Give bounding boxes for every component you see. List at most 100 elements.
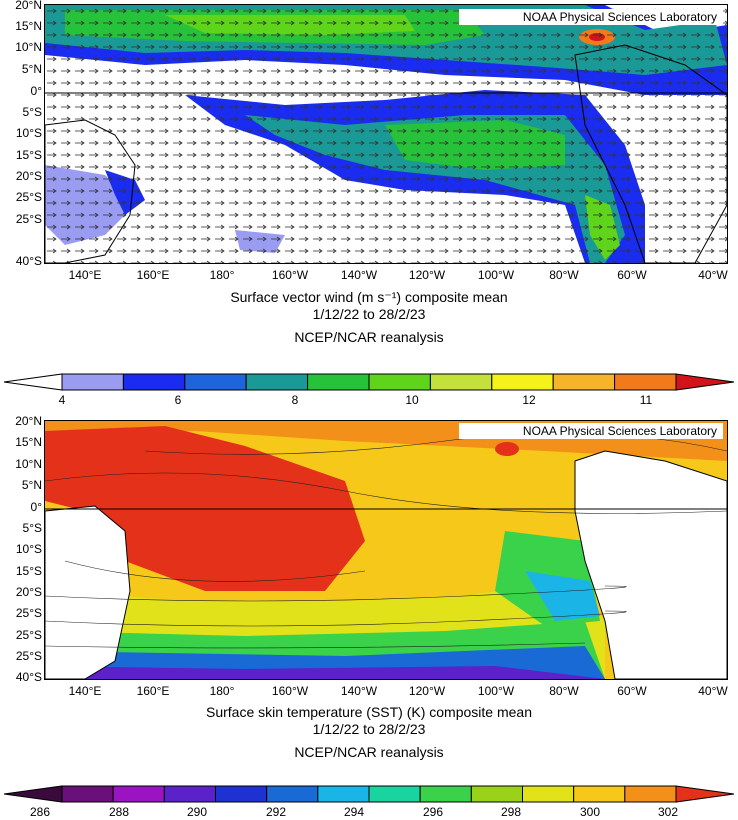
wind-colorbar-segment bbox=[368, 373, 431, 391]
sst-colorbar-low-arrow bbox=[3, 785, 63, 803]
sst-map: NOAA Physical Sciences Laboratory bbox=[44, 420, 728, 680]
lon-label: 80°W bbox=[549, 684, 579, 698]
colorbar-tick: 288 bbox=[108, 805, 130, 819]
lat-label: 20°S bbox=[15, 169, 42, 183]
south-america-land bbox=[574, 450, 727, 679]
lon-label: 60°W bbox=[617, 268, 647, 282]
colorbar-tick: 292 bbox=[265, 805, 287, 819]
colorbar-tick: 4 bbox=[58, 393, 66, 407]
wind-colorbar-segment bbox=[122, 373, 186, 391]
australia-outline bbox=[45, 119, 136, 263]
lon-label: 160°W bbox=[271, 268, 309, 282]
sst-colorbar: 286 288 290 292 294 296 298 300 302 bbox=[0, 784, 738, 820]
wind-colorbar-high-arrow bbox=[675, 373, 735, 391]
lat-label: 20°N bbox=[15, 0, 42, 12]
data-credit: NOAA Physical Sciences Laboratory bbox=[459, 9, 723, 25]
wind-map: NOAA Physical Sciences Laboratory bbox=[44, 4, 728, 264]
colorbar-tick: 290 bbox=[186, 805, 208, 819]
australia-land bbox=[45, 505, 131, 679]
wind-colorbar-segment bbox=[552, 373, 616, 391]
lat-label: 5°S bbox=[22, 105, 42, 119]
lon-label: 140°E bbox=[68, 268, 102, 282]
lat-label: 25°S bbox=[15, 649, 42, 663]
lon-label: 160°W bbox=[271, 684, 309, 698]
lat-label: 5°S bbox=[22, 521, 42, 535]
sst-colorbar-segment bbox=[215, 785, 268, 803]
lat-label: 15°N bbox=[15, 435, 42, 449]
lat-label: 25°S bbox=[15, 606, 42, 620]
lat-label: 25°S bbox=[15, 190, 42, 204]
wind-field bbox=[45, 5, 727, 263]
colorbar-tick: 12 bbox=[522, 393, 536, 407]
lat-label: 40°S bbox=[15, 670, 42, 684]
lon-label: 140°W bbox=[340, 684, 378, 698]
lat-label: 5°N bbox=[21, 62, 42, 76]
wind-colorbar-segment bbox=[245, 373, 309, 391]
sst-colorbar-svg bbox=[3, 785, 735, 803]
sst-caption-dates: 1/12/22 to 28/2/23 bbox=[312, 721, 426, 737]
wind-colorbar: 4 6 8 10 12 11 bbox=[0, 372, 738, 408]
lat-label: 15°S bbox=[15, 564, 42, 578]
lon-label: 60°W bbox=[617, 684, 647, 698]
lat-label: 5°N bbox=[21, 478, 42, 492]
sst-colorbar-segment bbox=[317, 785, 370, 803]
lat-label: 10°S bbox=[15, 126, 42, 140]
lat-label: 20°N bbox=[15, 414, 42, 428]
lon-label: 40°W bbox=[698, 684, 728, 698]
sst-colorbar-segment bbox=[163, 785, 216, 803]
lat-label: 0° bbox=[30, 84, 42, 98]
sst-colorbar-segment bbox=[112, 785, 165, 803]
colorbar-tick: 286 bbox=[29, 805, 51, 819]
south-america-outline bbox=[574, 44, 727, 263]
lon-label: 100°W bbox=[477, 684, 515, 698]
lat-label: 10°N bbox=[15, 40, 42, 54]
lat-label: 25°S bbox=[15, 212, 42, 226]
wind-colorbar-segment bbox=[614, 373, 677, 391]
lat-label: 15°S bbox=[15, 148, 42, 162]
colorbar-tick: 10 bbox=[405, 393, 419, 407]
lat-label: 25°S bbox=[15, 628, 42, 642]
wind-colorbar-segment bbox=[491, 373, 554, 391]
wind-panel: NOAA Physical Sciences Laboratory 20°N 1… bbox=[0, 0, 738, 350]
lat-label: 0° bbox=[30, 500, 42, 514]
lat-label: 15°N bbox=[15, 19, 42, 33]
lat-label: 20°S bbox=[15, 585, 42, 599]
lon-label: 80°W bbox=[549, 268, 579, 282]
wind-colorbar-segment bbox=[307, 373, 370, 391]
wind-colorbar-segment bbox=[61, 373, 124, 391]
sst-colorbar-segment bbox=[522, 785, 575, 803]
lon-label: 120°W bbox=[408, 268, 446, 282]
sst-colorbar-segment bbox=[368, 785, 421, 803]
sst-colorbar-segment bbox=[419, 785, 472, 803]
sst-panel: NOAA Physical Sciences Laboratory 20°N 1… bbox=[0, 414, 738, 764]
colorbar-tick: 11 bbox=[639, 393, 653, 407]
sst-colorbar-high-arrow bbox=[675, 785, 735, 803]
colorbar-tick: 298 bbox=[500, 805, 522, 819]
sst-field bbox=[45, 421, 727, 679]
colorbar-tick: 8 bbox=[291, 393, 299, 407]
colorbar-tick: 296 bbox=[422, 805, 444, 819]
lon-label: 140°W bbox=[340, 268, 378, 282]
colorbar-tick: 6 bbox=[174, 393, 182, 407]
lon-label: 100°W bbox=[477, 268, 515, 282]
lon-label: 180° bbox=[209, 268, 235, 282]
data-credit: NOAA Physical Sciences Laboratory bbox=[459, 423, 723, 439]
colorbar-tick: 300 bbox=[579, 805, 601, 819]
sst-caption-source: NCEP/NCAR reanalysis bbox=[294, 744, 444, 760]
lat-label: 10°N bbox=[15, 457, 42, 471]
wind-caption-source: NCEP/NCAR reanalysis bbox=[294, 329, 444, 345]
colorbar-tick: 302 bbox=[657, 805, 679, 819]
wind-colorbar-low-arrow bbox=[3, 373, 63, 391]
sst-colorbar-segment bbox=[624, 785, 677, 803]
sst-caption-title: Surface skin temperature (SST) (K) compo… bbox=[205, 704, 532, 720]
wind-caption-title: Surface vector wind (m s⁻¹) composite me… bbox=[230, 289, 508, 305]
sst-colorbar-segment bbox=[266, 785, 319, 803]
lon-label: 40°W bbox=[698, 268, 728, 282]
lon-label: 160°E bbox=[136, 684, 170, 698]
lat-label: 40°S bbox=[15, 254, 42, 268]
wind-colorbar-segment bbox=[429, 373, 493, 391]
sst-colorbar-segment bbox=[61, 785, 114, 803]
colorbar-tick: 294 bbox=[343, 805, 365, 819]
wind-colorbar-svg bbox=[3, 373, 735, 391]
sst-colorbar-segment bbox=[470, 785, 524, 803]
